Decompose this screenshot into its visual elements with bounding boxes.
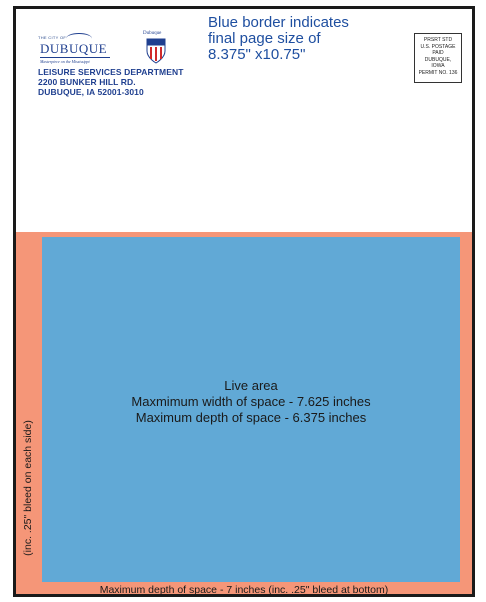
postage-line: PAID bbox=[432, 50, 444, 56]
return-address: LEISURE SERVICES DEPARTMENT 2200 BUNKER … bbox=[38, 67, 184, 97]
live-area: Live area Maxmimum width of space - 7.62… bbox=[42, 237, 460, 582]
postage-line: IOWA bbox=[431, 63, 445, 69]
city-logo: THE CITY OF DUBUQUE Masterpiece on the M… bbox=[38, 33, 138, 65]
logo-city-of: THE CITY OF bbox=[38, 35, 67, 40]
logo-underline bbox=[40, 57, 110, 58]
note-line-3: 8.375" x10.75" bbox=[208, 46, 306, 63]
logo-tagline: Masterpiece on the Mississippi bbox=[40, 59, 90, 64]
side-bleed-label: (inc. .25" bleed on each side) bbox=[22, 420, 34, 556]
logo-swoosh-icon bbox=[66, 33, 92, 44]
address-line-street: 2200 BUNKER HILL RD. bbox=[38, 77, 136, 87]
page-size-note: Blue border indicates final page size of… bbox=[208, 15, 349, 63]
shield-icon bbox=[146, 38, 166, 64]
logo-name: DUBUQUE bbox=[40, 41, 108, 56]
shield-label: Dubuque bbox=[143, 31, 162, 36]
shield-logo: Dubuque bbox=[141, 31, 171, 67]
postage-line: U.S. POSTAGE bbox=[420, 43, 456, 50]
postage-line: PERMIT NO. 136 bbox=[418, 69, 458, 76]
bottom-bleed-label: Maximum depth of space - 7 inches (inc. … bbox=[99, 584, 389, 596]
live-area-title: Live area bbox=[224, 378, 278, 393]
page-frame: THE CITY OF DUBUQUE Masterpiece on the M… bbox=[13, 6, 475, 597]
note-line-1: Blue border indicates bbox=[208, 14, 349, 31]
address-line-city: DUBUQUE, IA 52001-3010 bbox=[38, 87, 144, 97]
address-line-department: LEISURE SERVICES DEPARTMENT bbox=[38, 67, 184, 77]
live-area-depth: Maximum depth of space - 6.375 inches bbox=[135, 410, 367, 425]
live-area-width: Maxmimum width of space - 7.625 inches bbox=[131, 394, 371, 409]
postage-indicia: PRSRT STD U.S. POSTAGE PAID DUBUQUE, IOW… bbox=[414, 33, 462, 83]
bleed-area: (inc. .25" bleed on each side) Live area… bbox=[16, 232, 472, 594]
note-line-2: final page size of bbox=[208, 30, 321, 47]
postage-line: DUBUQUE, bbox=[424, 56, 452, 63]
postage-line: PRSRT STD bbox=[423, 37, 453, 43]
live-area-text: Live area Maxmimum width of space - 7.62… bbox=[42, 378, 460, 426]
